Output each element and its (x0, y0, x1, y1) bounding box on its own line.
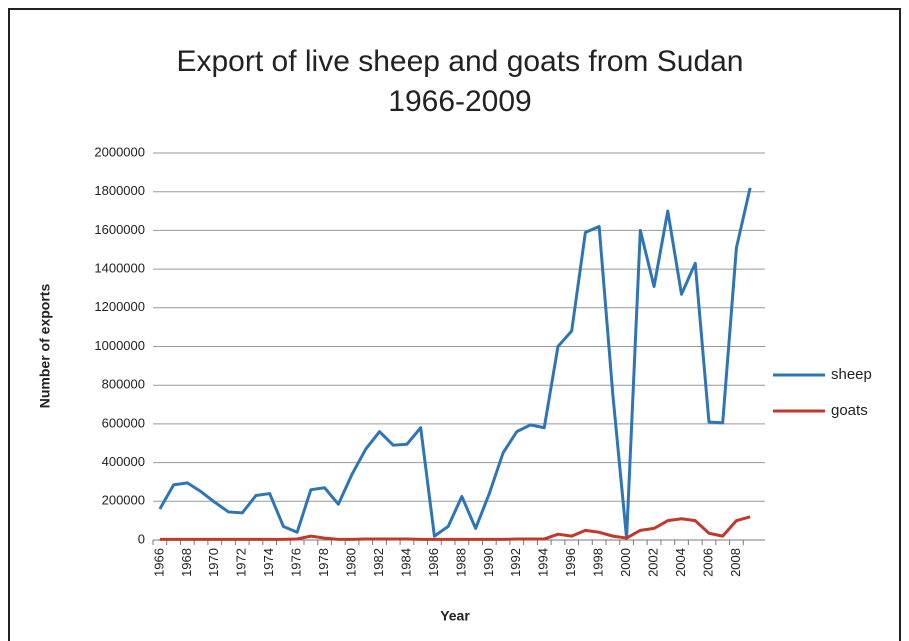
x-tick-label: 1998 (591, 548, 606, 577)
x-tick-label: 1974 (261, 548, 276, 577)
x-axis-label: Year (440, 608, 470, 624)
y-tick-label: 400000 (102, 454, 145, 469)
y-tick-label: 1800000 (94, 183, 145, 198)
x-tick-label: 1970 (206, 548, 221, 577)
chart-title: Export of live sheep and goats from Suda… (176, 45, 743, 78)
chart-title: 1966-2009 (388, 85, 531, 118)
x-tick-label: 1976 (289, 548, 304, 577)
y-axis-label: Number of exports (37, 284, 53, 409)
legend-label: goats (831, 402, 868, 419)
x-tick-label: 2006 (700, 548, 715, 577)
data-line (159, 515, 751, 541)
x-tick-label: 1980 (343, 548, 358, 577)
x-tick-label: 1990 (481, 548, 496, 577)
x-tick-label: 1992 (508, 548, 523, 577)
x-tick-label: 1994 (536, 548, 551, 577)
data-line (158, 187, 752, 540)
x-tick-label: 1978 (316, 548, 331, 577)
x-tick-label: 1968 (179, 548, 194, 577)
y-tick-label: 1400000 (94, 261, 145, 276)
y-tick-label: 1000000 (94, 338, 145, 353)
y-tick-label: 1200000 (94, 299, 145, 314)
chart-border (8, 8, 901, 641)
x-tick-label: 1982 (371, 548, 386, 577)
y-tick-label: 200000 (102, 493, 145, 508)
x-tick-label: 1966 (151, 548, 166, 577)
x-tick-label: 1988 (453, 548, 468, 577)
x-tick-label: 1984 (398, 548, 413, 577)
x-tick-label: 1972 (234, 548, 249, 577)
x-tick-label: 2004 (673, 548, 688, 577)
x-tick-label: 2008 (728, 548, 743, 577)
x-tick-label: 1986 (426, 548, 441, 577)
y-tick-label: 2000000 (94, 144, 145, 159)
y-tick-label: 800000 (102, 377, 145, 392)
x-tick-label: 1996 (563, 548, 578, 577)
legend-label: sheep (831, 366, 872, 383)
y-tick-label: 0 (138, 531, 145, 546)
y-tick-label: 1600000 (94, 222, 145, 237)
x-tick-label: 2000 (618, 548, 633, 577)
y-tick-label: 600000 (102, 415, 145, 430)
x-tick-label: 2002 (645, 548, 660, 577)
